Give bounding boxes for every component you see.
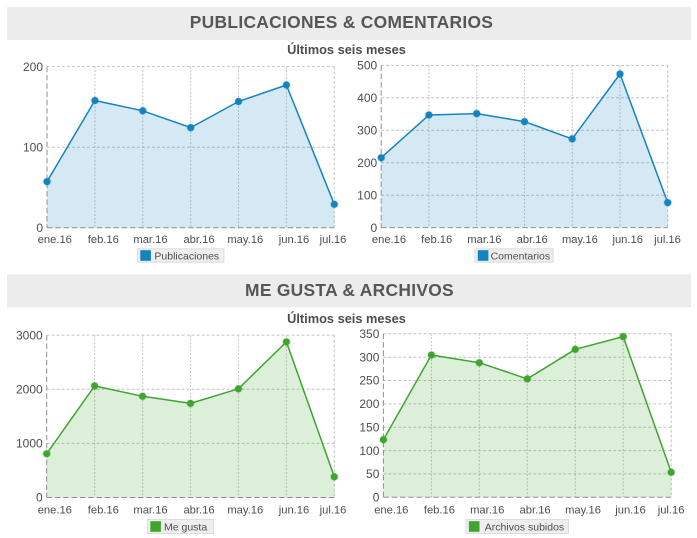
svg-text:abr.16: abr.16 [517,234,548,246]
svg-text:400: 400 [357,91,377,105]
svg-text:abr.16: abr.16 [183,504,214,516]
svg-text:jul.16: jul.16 [657,504,685,516]
svg-text:Archivos subidos: Archivos subidos [485,521,564,533]
svg-text:Publicaciones: Publicaciones [154,250,219,262]
svg-text:0: 0 [36,491,43,505]
svg-text:250: 250 [359,374,379,388]
svg-text:300: 300 [359,350,379,364]
svg-text:ME GUSTA & ARCHIVOS: ME GUSTA & ARCHIVOS [245,280,454,300]
svg-text:0: 0 [36,221,43,235]
svg-text:100: 100 [357,188,377,202]
svg-text:2000: 2000 [16,382,43,396]
svg-text:jun.16: jun.16 [611,234,642,246]
svg-text:jul.16: jul.16 [319,504,347,516]
svg-text:mar.16: mar.16 [470,504,504,516]
svg-text:mar.16: mar.16 [467,234,501,246]
svg-text:jun.16: jun.16 [278,504,309,516]
svg-text:100: 100 [359,444,379,458]
svg-text:Comentarios: Comentarios [491,250,551,262]
svg-text:abr.16: abr.16 [183,234,214,246]
svg-text:200: 200 [23,60,43,74]
svg-text:jun.16: jun.16 [278,234,309,246]
svg-text:mar.16: mar.16 [133,234,167,246]
svg-text:300: 300 [357,124,377,138]
svg-text:ene.16: ene.16 [372,234,406,246]
svg-text:50: 50 [366,467,380,481]
svg-text:100: 100 [23,140,43,154]
svg-text:Últimos seis meses: Últimos seis meses [287,311,406,326]
svg-text:0: 0 [373,491,380,505]
svg-text:Me gusta: Me gusta [164,521,207,533]
svg-text:0: 0 [371,221,378,235]
svg-text:may.16: may.16 [227,504,263,516]
svg-text:jul.16: jul.16 [653,234,681,246]
svg-text:mar.16: mar.16 [133,504,167,516]
svg-text:3000: 3000 [16,328,43,342]
svg-text:may.16: may.16 [565,504,601,516]
svg-text:350: 350 [359,327,379,341]
svg-text:abr.16: abr.16 [520,504,551,516]
svg-text:may.16: may.16 [562,234,598,246]
svg-text:jul.16: jul.16 [319,234,347,246]
svg-text:may.16: may.16 [227,234,263,246]
svg-text:ene.16: ene.16 [374,504,408,516]
svg-text:1000: 1000 [16,437,43,451]
svg-text:200: 200 [357,156,377,170]
svg-text:Últimos seis meses: Últimos seis meses [287,42,406,57]
svg-text:ene.16: ene.16 [38,504,72,516]
svg-text:feb.16: feb.16 [88,234,119,246]
svg-text:500: 500 [357,59,377,73]
svg-text:jun.16: jun.16 [614,504,645,516]
svg-text:feb.16: feb.16 [424,504,455,516]
svg-text:200: 200 [359,397,379,411]
svg-text:feb.16: feb.16 [88,504,119,516]
svg-text:feb.16: feb.16 [421,234,452,246]
svg-text:ene.16: ene.16 [38,234,72,246]
svg-text:150: 150 [359,420,379,434]
svg-text:PUBLICACIONES & COMENTARIOS: PUBLICACIONES & COMENTARIOS [190,12,493,32]
